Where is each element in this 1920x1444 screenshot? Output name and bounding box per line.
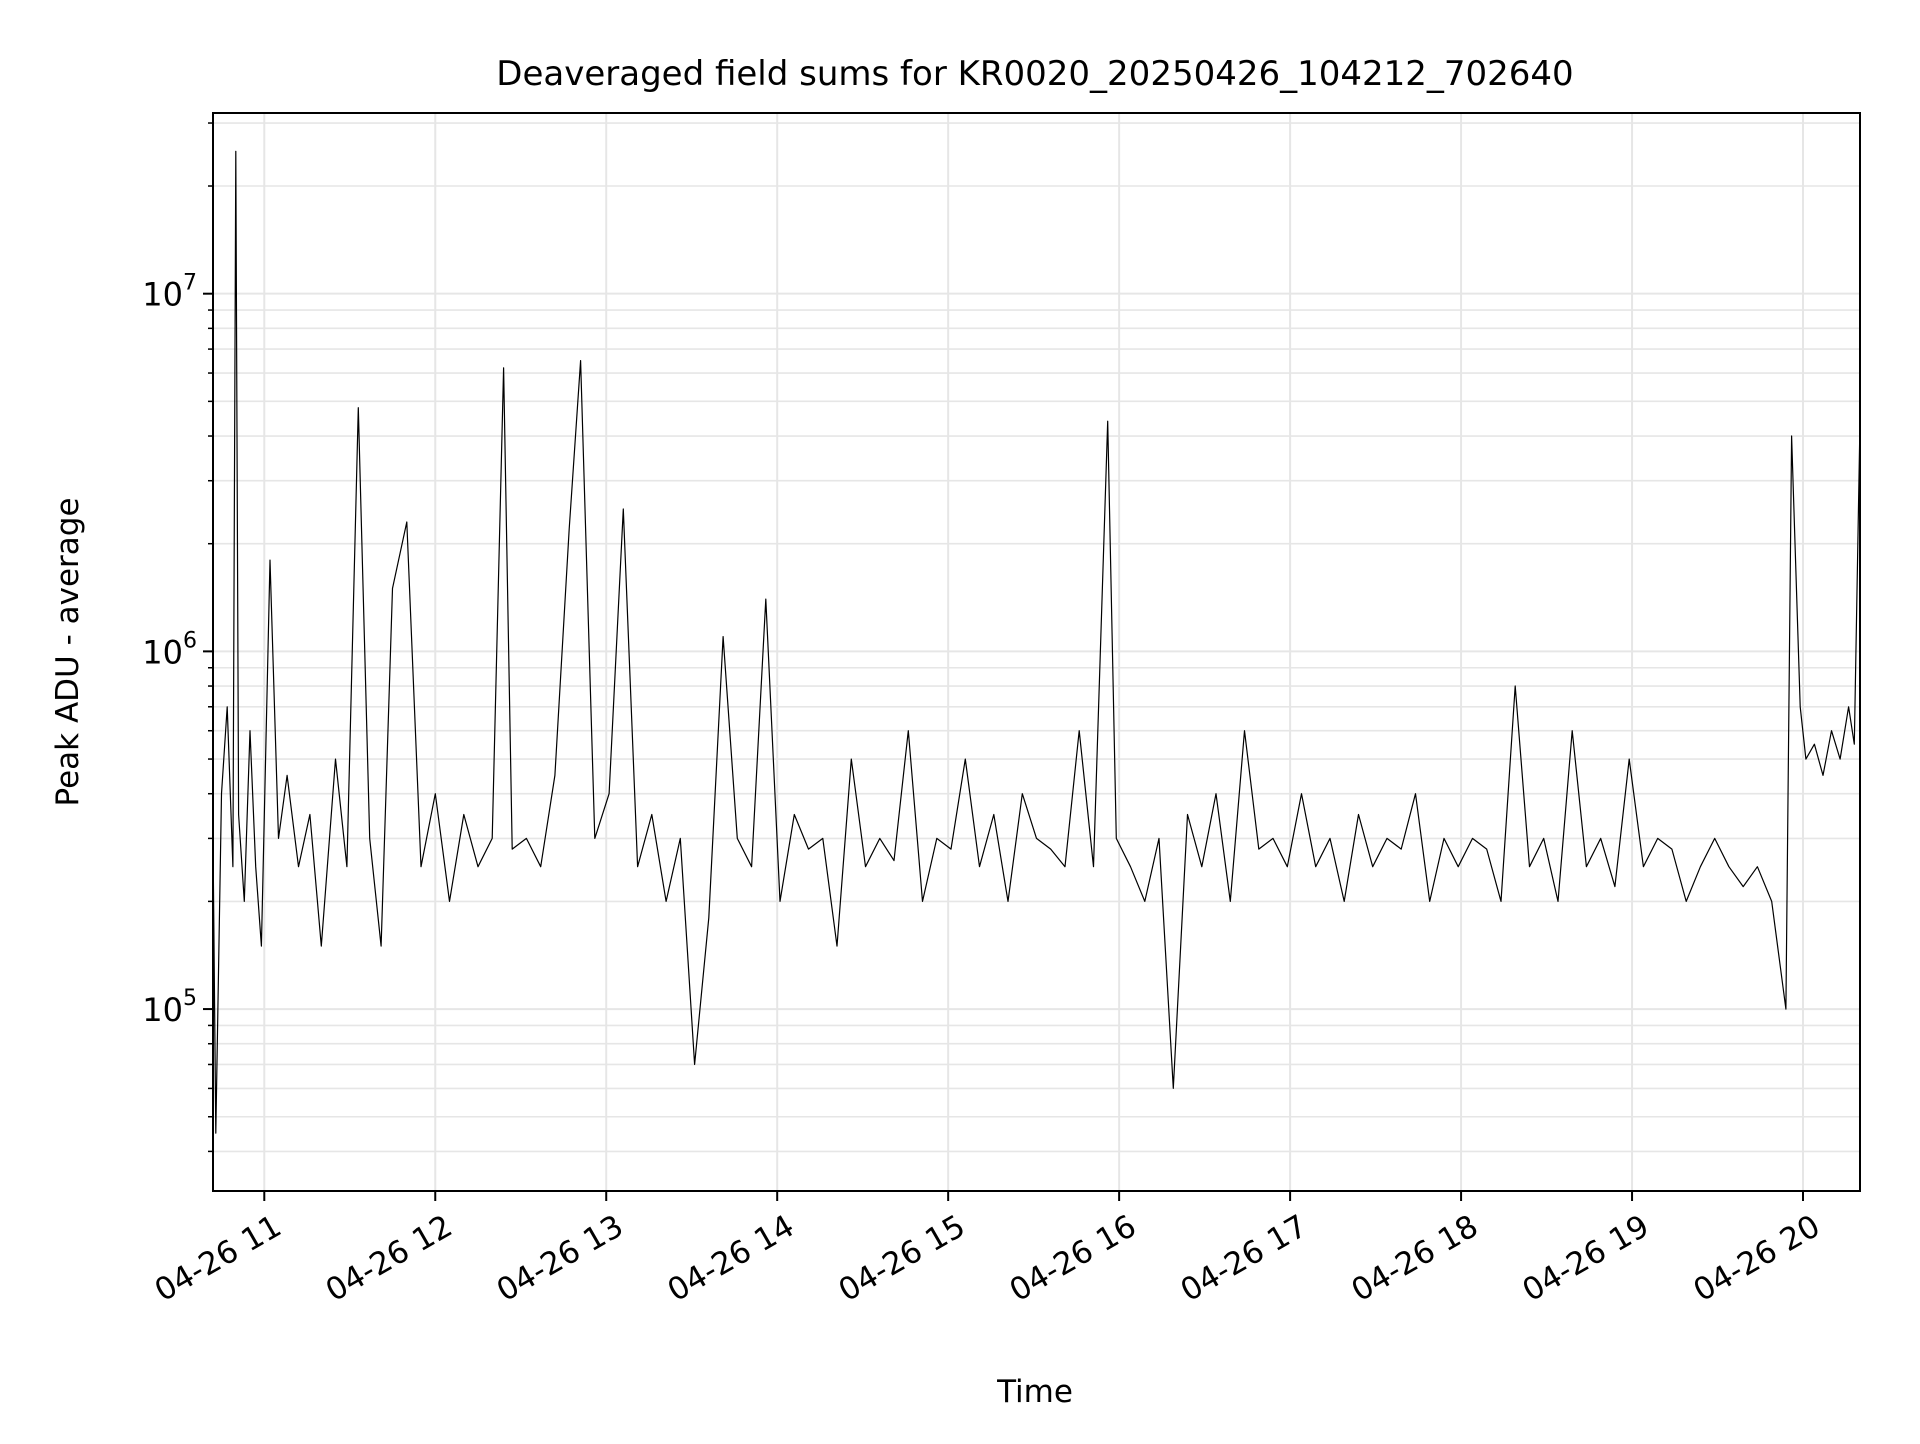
- y-axis-label: Peak ADU - average: [50, 497, 86, 806]
- y-tick-label: 106: [142, 628, 197, 671]
- x-axis-label: Time: [996, 1374, 1073, 1410]
- y-tick-label: 105: [142, 986, 197, 1029]
- grid-layer: [213, 113, 1860, 1191]
- data-series-line: [212, 150, 1861, 1134]
- chart-title: Deaveraged field sums for KR0020_2025042…: [496, 54, 1573, 94]
- y-tick-label: 107: [142, 271, 197, 314]
- plot-area: [212, 150, 1861, 1134]
